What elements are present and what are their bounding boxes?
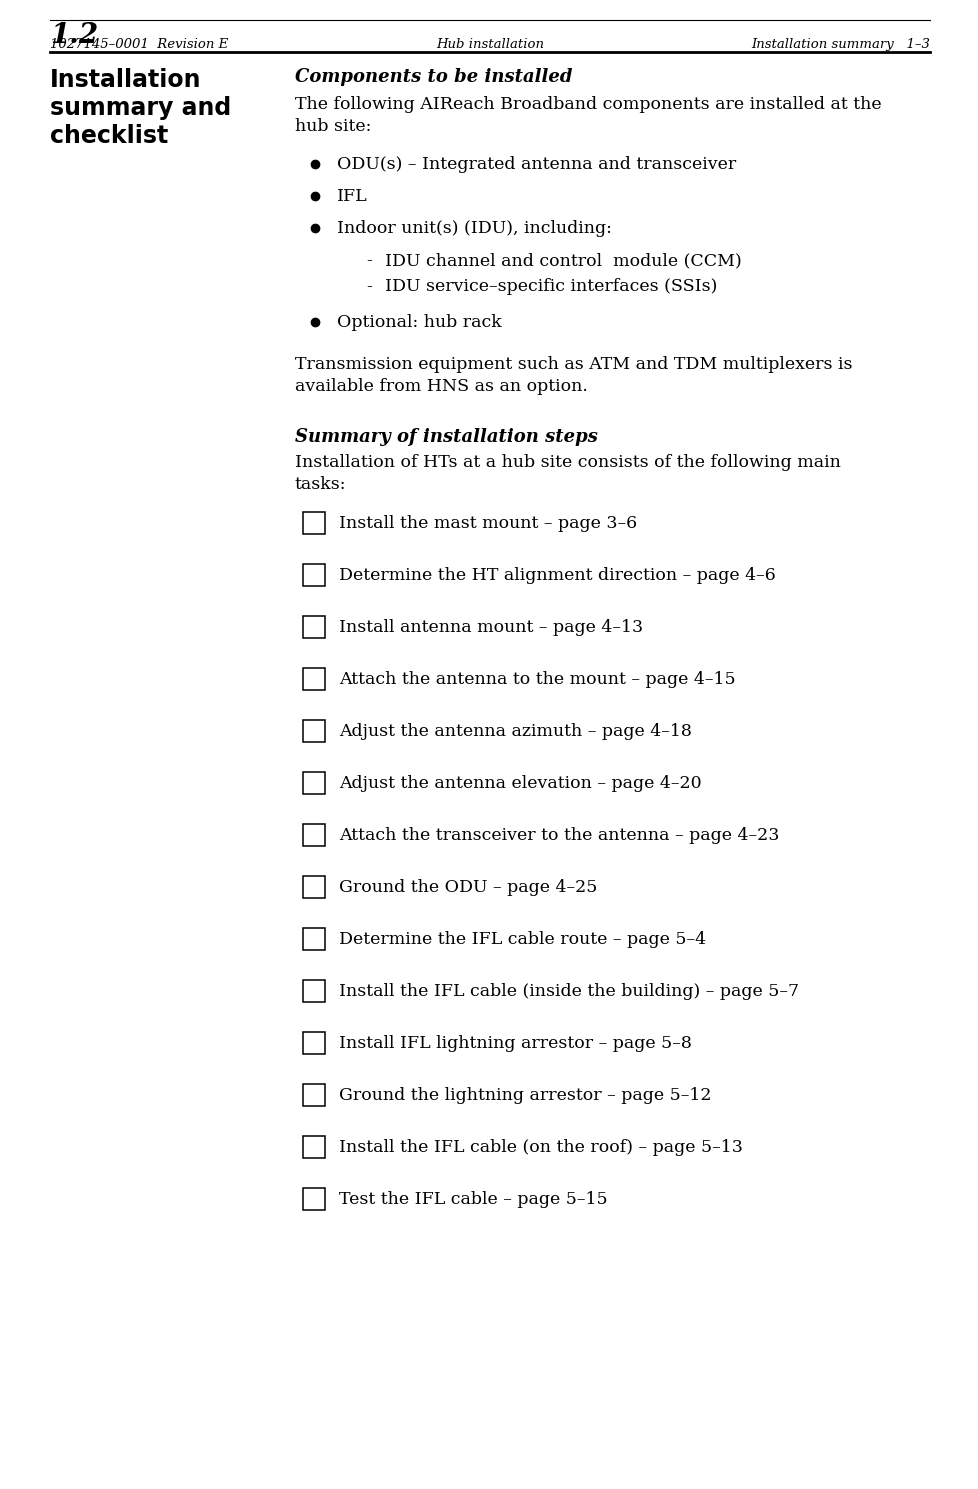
Bar (302, 1136, 325, 1158)
Bar (302, 980, 325, 1002)
Text: IFL: IFL (336, 188, 368, 205)
Text: checklist: checklist (50, 124, 168, 147)
Text: IDU channel and control  module (CCM): IDU channel and control module (CCM) (384, 252, 741, 270)
Text: Test the IFL cable – page 5–15: Test the IFL cable – page 5–15 (338, 1191, 607, 1209)
Text: Installation of HTs at a hub site consists of the following main: Installation of HTs at a hub site consis… (294, 454, 840, 471)
Text: 1.2: 1.2 (50, 22, 98, 49)
Text: Install the mast mount – page 3–6: Install the mast mount – page 3–6 (338, 515, 637, 533)
Bar (302, 1084, 325, 1106)
Text: 1027145–0001  Revision E: 1027145–0001 Revision E (50, 39, 228, 51)
Text: -: - (367, 252, 378, 270)
Text: Attach the transceiver to the antenna – page 4–23: Attach the transceiver to the antenna – … (338, 828, 778, 844)
Bar (302, 771, 325, 794)
Text: Installation summary   1–3: Installation summary 1–3 (750, 39, 929, 51)
Text: Components to be installed: Components to be installed (294, 68, 572, 86)
Text: Optional: hub rack: Optional: hub rack (336, 314, 502, 331)
Text: Determine the HT alignment direction – page 4–6: Determine the HT alignment direction – p… (338, 567, 775, 585)
Text: Ground the lightning arrestor – page 5–12: Ground the lightning arrestor – page 5–1… (338, 1087, 711, 1105)
Bar (302, 669, 325, 689)
Text: The following AIReach Broadband components are installed at the: The following AIReach Broadband componen… (294, 95, 881, 113)
Text: Installation: Installation (50, 68, 201, 92)
Text: Summary of installation steps: Summary of installation steps (294, 427, 598, 447)
Bar (302, 1032, 325, 1054)
Text: Determine the IFL cable route – page 5–4: Determine the IFL cable route – page 5–4 (338, 932, 705, 948)
Text: Indoor unit(s) (IDU), including:: Indoor unit(s) (IDU), including: (336, 220, 611, 237)
Bar (302, 928, 325, 950)
Bar (302, 564, 325, 587)
Text: hub site:: hub site: (294, 118, 371, 135)
Text: Adjust the antenna azimuth – page 4–18: Adjust the antenna azimuth – page 4–18 (338, 724, 691, 740)
Text: summary and: summary and (50, 95, 231, 121)
Bar (302, 721, 325, 742)
Text: IDU service–specific interfaces (SSIs): IDU service–specific interfaces (SSIs) (384, 278, 717, 295)
Text: Install the IFL cable (inside the building) – page 5–7: Install the IFL cable (inside the buildi… (338, 984, 798, 1001)
Bar (302, 512, 325, 535)
Text: ODU(s) – Integrated antenna and transceiver: ODU(s) – Integrated antenna and transcei… (336, 156, 735, 173)
Text: tasks:: tasks: (294, 476, 346, 493)
Text: Hub installation: Hub installation (435, 39, 544, 51)
Text: Transmission equipment such as ATM and TDM multiplexers is: Transmission equipment such as ATM and T… (294, 356, 852, 374)
Text: Attach the antenna to the mount – page 4–15: Attach the antenna to the mount – page 4… (338, 672, 734, 688)
Bar (302, 616, 325, 637)
Text: Ground the ODU – page 4–25: Ground the ODU – page 4–25 (338, 880, 597, 896)
Text: Install antenna mount – page 4–13: Install antenna mount – page 4–13 (338, 619, 643, 636)
Text: -: - (367, 278, 378, 295)
Text: Install IFL lightning arrestor – page 5–8: Install IFL lightning arrestor – page 5–… (338, 1035, 691, 1053)
Text: Install the IFL cable (on the roof) – page 5–13: Install the IFL cable (on the roof) – pa… (338, 1139, 742, 1157)
Bar (302, 876, 325, 898)
Bar (302, 823, 325, 846)
Bar (302, 1188, 325, 1211)
Text: available from HNS as an option.: available from HNS as an option. (294, 378, 587, 395)
Text: Adjust the antenna elevation – page 4–20: Adjust the antenna elevation – page 4–20 (338, 776, 701, 792)
